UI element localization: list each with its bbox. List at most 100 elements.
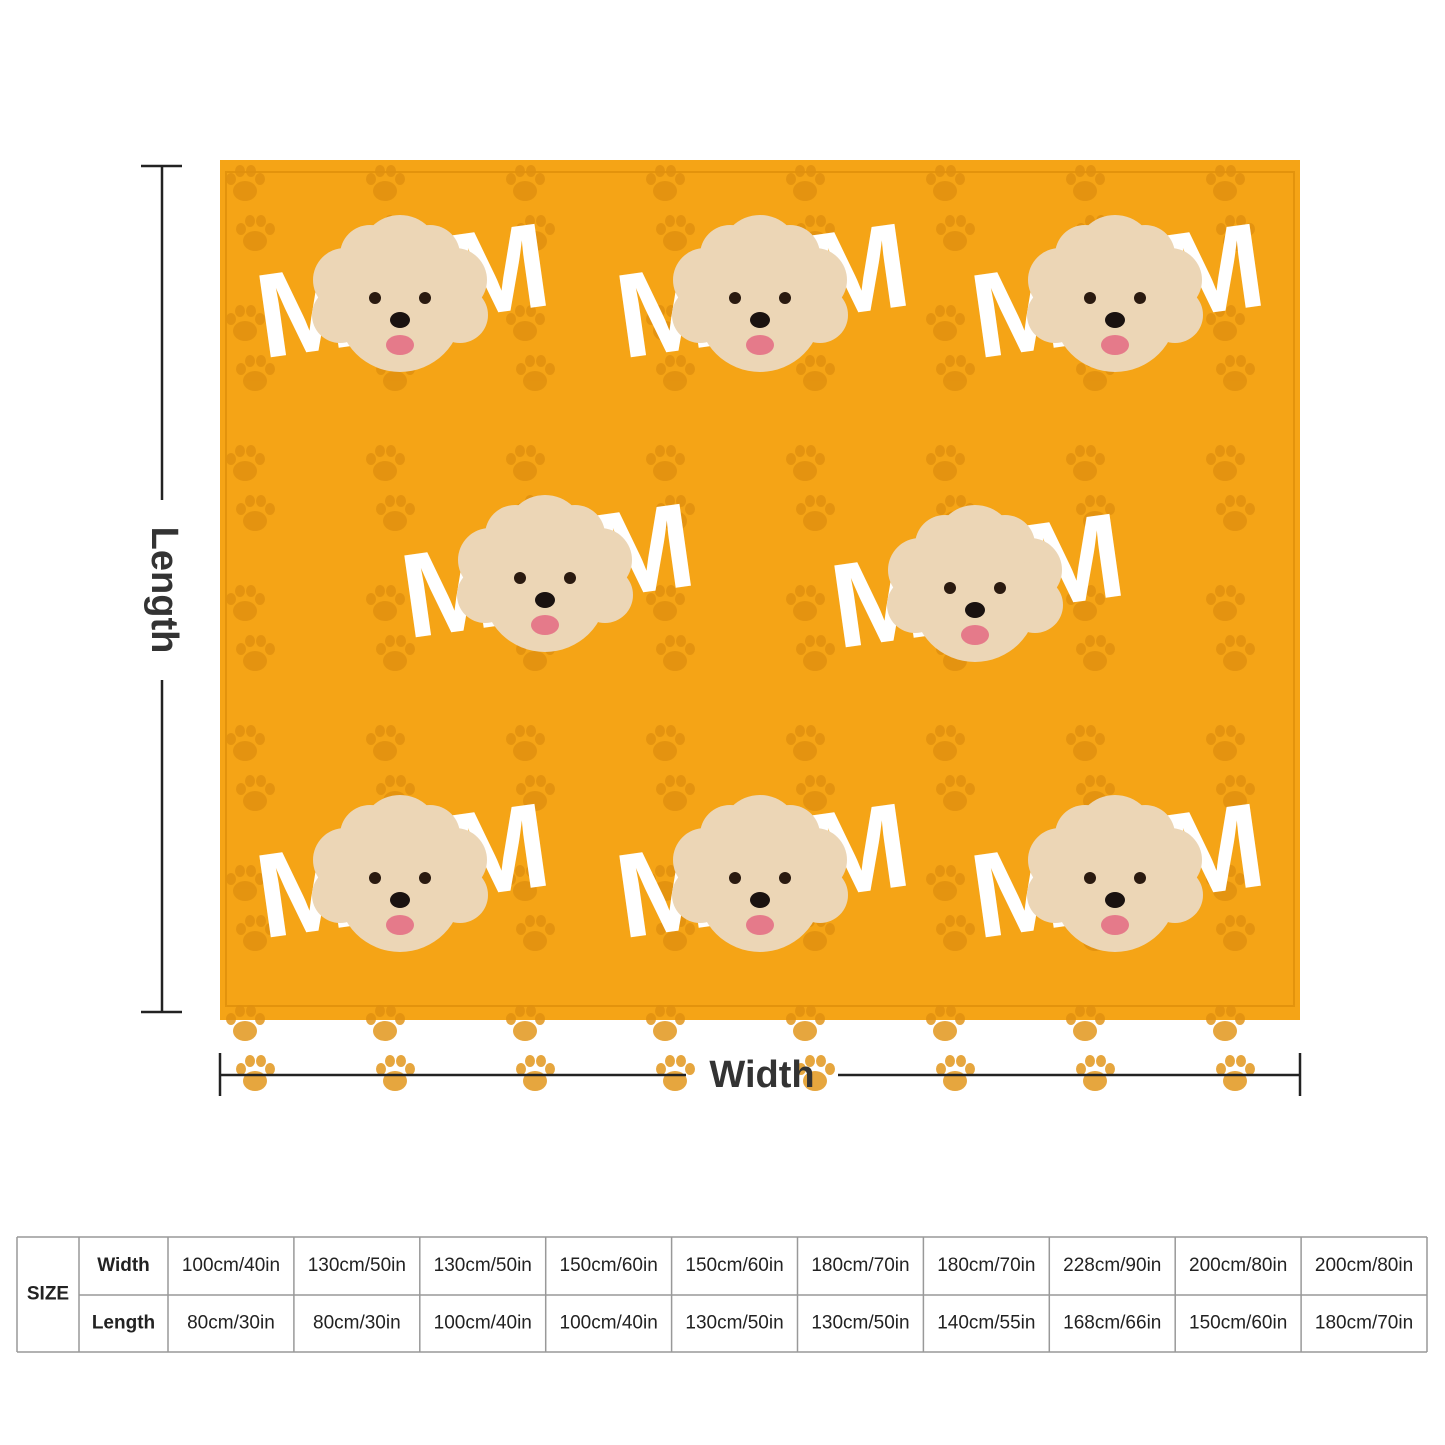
table-cell: 130cm/50in [811, 1313, 909, 1334]
paw-toe [545, 363, 555, 375]
paw-toe [816, 355, 826, 367]
paw-toe [235, 1005, 245, 1017]
paw-toe [1095, 593, 1105, 605]
paw-toe [946, 445, 956, 457]
paw-pad [243, 371, 267, 391]
length-label: Length [143, 527, 185, 654]
paw-toe [506, 453, 516, 465]
paw-toe [655, 165, 665, 177]
paw-toe [1216, 1063, 1226, 1075]
paw-toe [655, 305, 665, 317]
paw-print [376, 495, 415, 531]
paw-toe [246, 165, 256, 177]
paw-toe [795, 585, 805, 597]
paw-print [646, 445, 685, 481]
dog-tongue [746, 915, 774, 935]
paw-pad [1213, 741, 1237, 761]
paw-toe [226, 173, 236, 185]
paw-toe [935, 865, 945, 877]
dog-eye [369, 292, 381, 304]
dog-tongue [1101, 335, 1129, 355]
dog-nose [965, 602, 985, 618]
paw-toe [956, 355, 966, 367]
paw-pad [803, 651, 827, 671]
paw-pad [233, 881, 257, 901]
paw-toe [255, 593, 265, 605]
paw-toe [525, 775, 535, 787]
paw-print [506, 165, 545, 201]
paw-toe [525, 1055, 535, 1067]
paw-toe [1245, 923, 1255, 935]
paw-toe [825, 1063, 835, 1075]
paw-toe [236, 923, 246, 935]
paw-toe [515, 865, 525, 877]
paw-toe [646, 873, 656, 885]
paw-toe [256, 775, 266, 787]
paw-toe [795, 165, 805, 177]
paw-pad [523, 651, 547, 671]
paw-toe [1085, 775, 1095, 787]
paw-toe [506, 173, 516, 185]
paw-toe [945, 355, 955, 367]
paw-toe [1206, 1013, 1216, 1025]
paw-toe [935, 725, 945, 737]
table-cell: 80cm/30in [313, 1313, 401, 1334]
paw-toe [1236, 1055, 1246, 1067]
paw-toe [1066, 1013, 1076, 1025]
paw-print [1216, 495, 1255, 531]
paw-print [796, 495, 835, 531]
paw-toe [1226, 165, 1236, 177]
row-label: Length [92, 1313, 155, 1334]
paw-toe [676, 495, 686, 507]
paw-toe [1096, 495, 1106, 507]
paw-toe [945, 495, 955, 507]
paw-toe [255, 173, 265, 185]
paw-pad [1213, 881, 1237, 901]
paw-print [1066, 585, 1105, 621]
paw-toe [255, 453, 265, 465]
paw-print [376, 635, 415, 671]
paw-toe [676, 1055, 686, 1067]
paw-toe [516, 223, 526, 235]
dog-fur [698, 248, 822, 372]
dog-eye [779, 292, 791, 304]
dog-eye [369, 872, 381, 884]
paw-toe [265, 923, 275, 935]
paw-toe [946, 305, 956, 317]
paw-toe [226, 453, 236, 465]
paw-toe [1066, 593, 1076, 605]
paw-toe [1216, 223, 1226, 235]
paw-print [656, 1055, 695, 1091]
paw-toe [376, 783, 386, 795]
paw-toe [786, 173, 796, 185]
table-cell: 130cm/50in [685, 1313, 783, 1334]
paw-print [656, 355, 695, 391]
paw-pad [1083, 651, 1107, 671]
paw-toe [255, 873, 265, 885]
paw-pad [1223, 651, 1247, 671]
paw-toe [246, 725, 256, 737]
paw-toe [805, 1055, 815, 1067]
paw-toe [516, 1063, 526, 1075]
paw-toe [245, 775, 255, 787]
paw-toe [1226, 585, 1236, 597]
paw-toe [535, 873, 545, 885]
paw-toe [956, 495, 966, 507]
paw-pad [943, 231, 967, 251]
paw-print [1206, 725, 1245, 761]
dog-eye [514, 572, 526, 584]
paw-pad [243, 651, 267, 671]
paw-pad [943, 791, 967, 811]
paw-toe [926, 313, 936, 325]
paw-toe [665, 495, 675, 507]
paw-toe [666, 445, 676, 457]
paw-toe [665, 635, 675, 647]
paw-toe [395, 173, 405, 185]
paw-toe [815, 453, 825, 465]
paw-toe [1066, 173, 1076, 185]
dog-eye [1134, 872, 1146, 884]
paw-toe [965, 783, 975, 795]
paw-print [1076, 495, 1115, 531]
paw-toe [246, 445, 256, 457]
